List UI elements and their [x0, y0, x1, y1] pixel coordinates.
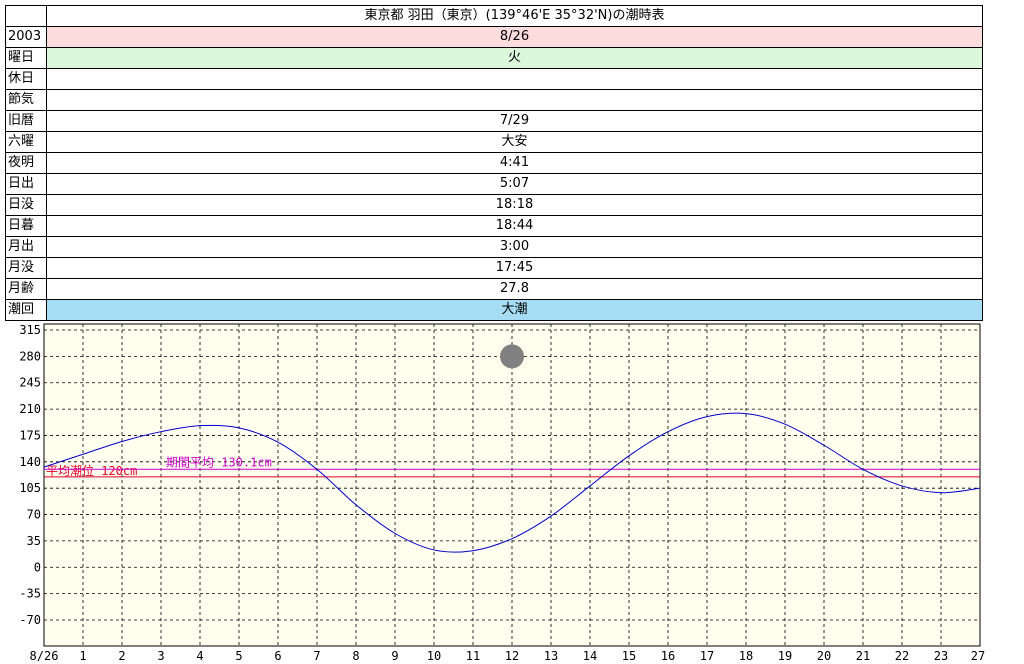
reference-lines: 平均潮位 120cm 期間平均 130.1cm: [44, 455, 980, 478]
y-tick-label: 210: [19, 402, 41, 416]
row-label: 月齢: [5, 278, 47, 300]
moon-phase-marker: [500, 344, 524, 369]
x-tick-label: 4: [196, 649, 203, 663]
x-tick-label: 11: [466, 649, 480, 663]
row-value: 8/26: [46, 26, 983, 48]
info-row: 月齢 27.8: [5, 278, 983, 300]
x-tick-label: 14: [583, 649, 597, 663]
info-row: 2003 8/26: [5, 26, 983, 48]
moon-marker-group: [500, 344, 524, 369]
x-tick-label: 27: [971, 649, 985, 663]
row-value: 大安: [46, 131, 983, 153]
x-tick-label: 3: [157, 649, 164, 663]
y-tick-label: 105: [19, 481, 41, 495]
row-value: 7/29: [46, 110, 983, 132]
y-axis-ticks: 315 280 245 210 175 140 105 70 35 0 -35 -70: [19, 323, 41, 627]
y-tick-label: 280: [19, 349, 41, 363]
info-row: 日出 5:07: [5, 173, 983, 195]
info-row: 六曜 大安: [5, 131, 983, 153]
row-label: 曜日: [5, 47, 47, 69]
info-row: 休日: [5, 68, 983, 90]
reference-line-label: 平均潮位 120cm: [46, 463, 137, 478]
row-value: 5:07: [46, 173, 983, 195]
x-tick-label: 8/26: [30, 649, 59, 663]
row-label: 月没: [5, 257, 47, 279]
row-label: 夜明: [5, 152, 47, 174]
row-label: 日出: [5, 173, 47, 195]
x-tick-label: 20: [817, 649, 831, 663]
y-tick-label: 0: [34, 560, 41, 574]
row-label: 旧暦: [5, 110, 47, 132]
reference-line-label: 期間平均 130.1cm: [166, 455, 272, 469]
x-tick-label: 22: [895, 649, 909, 663]
x-tick-label: 6: [274, 649, 281, 663]
y-tick-label: 245: [19, 376, 41, 390]
x-tick-label: 15: [622, 649, 636, 663]
info-row: 潮回 大潮: [5, 299, 983, 321]
info-row: 日没 18:18: [5, 194, 983, 216]
x-tick-label: 5: [235, 649, 242, 663]
x-axis-ticks: 8/26 1 2 3 4 5 6 7 8 9 10 11 12 13 14 15 16 17 18 19 20 21 22 2…: [30, 649, 986, 663]
row-label: 休日: [5, 68, 47, 90]
row-value: 4:41: [46, 152, 983, 174]
x-tick-label: 10: [427, 649, 441, 663]
y-tick-label: -35: [19, 587, 41, 601]
row-label: 六曜: [5, 131, 47, 153]
x-tick-label: 2: [118, 649, 125, 663]
row-value: 3:00: [46, 236, 983, 258]
info-row: 節気: [5, 89, 983, 111]
x-tick-label: 8: [352, 649, 359, 663]
page-title: 東京都 羽田（東京）(139°46'E 35°32'N)の潮時表: [46, 5, 983, 27]
row-value: 18:18: [46, 194, 983, 216]
row-value: 17:45: [46, 257, 983, 279]
x-tick-label: 18: [739, 649, 753, 663]
grid: [44, 324, 980, 646]
row-label: 潮回: [5, 299, 47, 321]
row-value: 27.8: [46, 278, 983, 300]
row-label: 日没: [5, 194, 47, 216]
row-value: 大潮: [46, 299, 983, 321]
row-value: 火: [46, 47, 983, 69]
y-tick-label: 175: [19, 428, 41, 442]
x-tick-label: 1: [79, 649, 86, 663]
row-value: [46, 68, 983, 90]
row-label: 2003: [5, 26, 47, 48]
x-tick-label: 7: [313, 649, 320, 663]
row-value: 18:44: [46, 215, 983, 237]
info-row: 旧暦 7/29: [5, 110, 983, 132]
tide-curve: [43, 412, 981, 553]
row-label: 日暮: [5, 215, 47, 237]
y-tick-label: 140: [19, 455, 41, 469]
y-tick-label: 315: [19, 323, 41, 337]
title-row-spacer: [5, 5, 47, 27]
x-tick-label: 12: [505, 649, 519, 663]
x-tick-label: 16: [661, 649, 675, 663]
x-tick-label: 19: [778, 649, 792, 663]
info-row: 月出 3:00: [5, 236, 983, 258]
plot-area: [43, 323, 981, 647]
row-value: [46, 89, 983, 111]
info-rows: 2003 8/26 曜日火休日 節気 旧暦 7/29 六曜 大安 夜明 4:41 日出 5:07 日没 1…: [5, 26, 983, 321]
x-tick-label: 17: [700, 649, 714, 663]
row-label: 節気: [5, 89, 47, 111]
info-row: 曜日火: [5, 47, 983, 69]
tide-series: [43, 412, 981, 553]
y-tick-label: -70: [19, 613, 41, 627]
x-tick-label: 23: [934, 649, 948, 663]
row-label: 月出: [5, 236, 47, 258]
info-row: 夜明 4:41: [5, 152, 983, 174]
x-tick-label: 21: [856, 649, 870, 663]
y-tick-label: 35: [27, 534, 41, 548]
y-tick-label: 70: [27, 508, 41, 522]
info-row: 日暮 18:44: [5, 215, 983, 237]
title-row: 東京都 羽田（東京）(139°46'E 35°32'N)の潮時表: [5, 5, 983, 27]
tide-info-table: 東京都 羽田（東京）(139°46'E 35°32'N)の潮時表 2003 8/2…: [5, 5, 983, 321]
x-tick-label: 9: [391, 649, 398, 663]
info-row: 月没 17:45: [5, 257, 983, 279]
x-tick-label: 13: [544, 649, 558, 663]
